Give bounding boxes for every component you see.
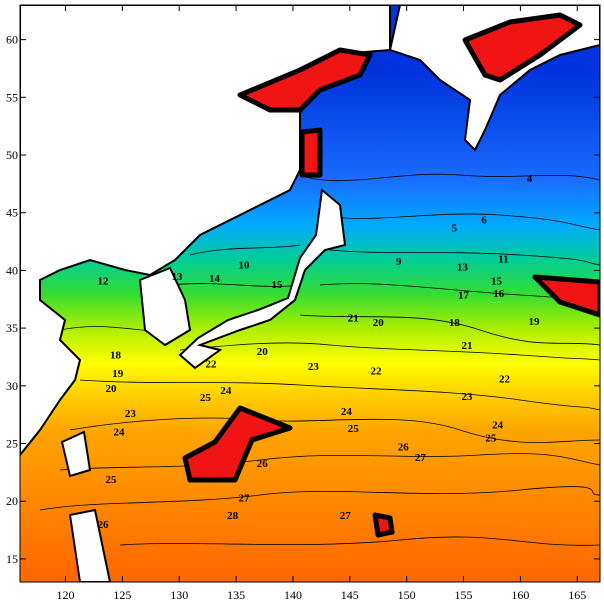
contour-label: 15 bbox=[272, 279, 284, 291]
masked-area bbox=[462, 12, 583, 83]
contour-label: 10 bbox=[239, 259, 251, 271]
contour-label: 5 bbox=[452, 222, 458, 234]
y-tick-label: 50 bbox=[6, 148, 18, 162]
contour-label: 11 bbox=[498, 254, 508, 266]
masked-area bbox=[182, 405, 293, 483]
contour-label: 28 bbox=[227, 510, 239, 522]
contour-label: 17 bbox=[458, 289, 470, 301]
contour-label: 16 bbox=[493, 288, 505, 300]
x-tick-label: 160 bbox=[511, 588, 529, 602]
contour-label: 15 bbox=[491, 275, 503, 287]
y-tick-label: 25 bbox=[6, 437, 18, 451]
contour-label: 18 bbox=[110, 349, 122, 361]
contour-label: 25 bbox=[348, 423, 360, 435]
contour-label: 12 bbox=[98, 275, 110, 287]
contour-label: 13 bbox=[457, 262, 469, 274]
contour-label: 24 bbox=[220, 385, 232, 397]
contour-label: 21 bbox=[348, 312, 359, 324]
x-tick-label: 120 bbox=[56, 588, 74, 602]
contour-label: 14 bbox=[209, 273, 221, 285]
x-tick-label: 140 bbox=[284, 588, 302, 602]
x-tick-label: 130 bbox=[170, 588, 188, 602]
contour-label: 4 bbox=[527, 173, 533, 185]
contour-label: 23 bbox=[461, 391, 473, 403]
masked-area bbox=[299, 127, 323, 178]
contour-label: 20 bbox=[373, 317, 385, 329]
y-tick-label: 30 bbox=[6, 379, 18, 393]
contour-label: 21 bbox=[461, 340, 472, 352]
contour-label: 24 bbox=[492, 420, 504, 432]
y-tick-label: 20 bbox=[6, 494, 18, 508]
taiwan bbox=[60, 430, 92, 478]
y-tick-label: 60 bbox=[6, 33, 18, 47]
contour-label: 20 bbox=[257, 346, 269, 358]
contour-label: 25 bbox=[105, 474, 117, 486]
contour-label: 27 bbox=[415, 452, 427, 464]
contour-label: 22 bbox=[499, 374, 511, 386]
contour-label: 24 bbox=[113, 427, 125, 439]
contour-label: 22 bbox=[206, 359, 218, 371]
contour-label: 23 bbox=[308, 361, 320, 373]
contour-label: 20 bbox=[105, 383, 117, 395]
isotherms bbox=[39, 173, 600, 546]
contour-label: 18 bbox=[449, 317, 461, 329]
x-tick-label: 150 bbox=[398, 588, 416, 602]
contour-label: 9 bbox=[396, 256, 402, 268]
masked-area bbox=[372, 512, 395, 538]
contour-label: 27 bbox=[340, 510, 352, 522]
contour-label: 23 bbox=[125, 408, 137, 420]
japan bbox=[178, 188, 347, 370]
x-tick-label: 155 bbox=[455, 588, 473, 602]
contour-label: 19 bbox=[112, 368, 124, 380]
y-tick-label: 45 bbox=[6, 206, 18, 220]
philippines bbox=[68, 508, 112, 582]
y-tick-label: 40 bbox=[6, 263, 18, 277]
contour-label: 26 bbox=[98, 519, 110, 531]
contour-label: 24 bbox=[341, 406, 353, 418]
x-tick-label: 125 bbox=[113, 588, 131, 602]
contour-label: 22 bbox=[370, 366, 382, 378]
contour-label: 13 bbox=[171, 271, 183, 283]
y-tick-label: 55 bbox=[6, 90, 18, 104]
contour-label: 19 bbox=[529, 316, 541, 328]
masked-area bbox=[532, 274, 600, 318]
x-tick-label: 165 bbox=[568, 588, 586, 602]
contour-label: 6 bbox=[481, 214, 487, 226]
korea bbox=[138, 266, 192, 347]
y-tick-label: 15 bbox=[6, 552, 18, 566]
contour-label: 25 bbox=[485, 432, 497, 444]
contour-label: 26 bbox=[257, 458, 269, 470]
x-tick-label: 135 bbox=[227, 588, 245, 602]
contour-label: 25 bbox=[200, 392, 212, 404]
x-tick-label: 145 bbox=[341, 588, 359, 602]
contour-label: 27 bbox=[239, 492, 251, 504]
y-tick-label: 35 bbox=[6, 321, 18, 335]
field bbox=[20, 5, 600, 582]
contour-label: 26 bbox=[398, 442, 410, 454]
plot-frame bbox=[19, 4, 601, 583]
masked-area bbox=[237, 47, 373, 113]
